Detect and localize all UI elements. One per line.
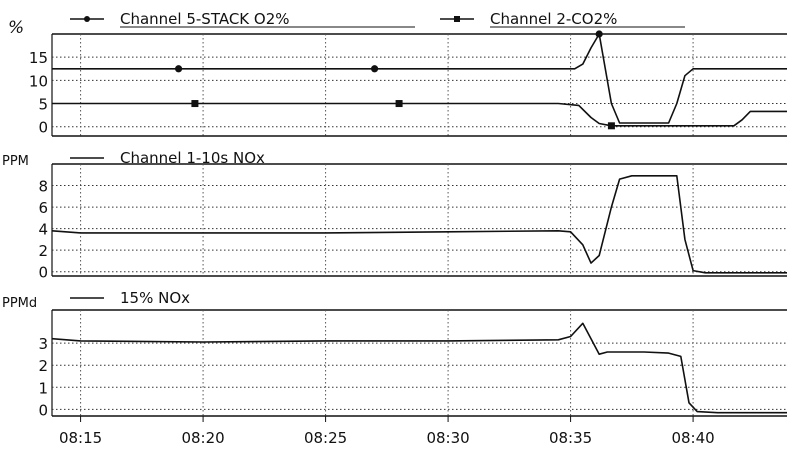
y-tick-label: 5: [38, 96, 48, 114]
y-tick-label: 4: [38, 221, 48, 239]
x-tick-label: 08:35: [549, 429, 592, 447]
panel-3: 0 1 2 3 PPMd 15% NOx: [2, 289, 787, 419]
x-tick-label: 08:20: [181, 429, 224, 447]
y-tick-label: 15: [29, 49, 48, 67]
panel-1: 0 5 10 15% Channel 5-STACK O2% Channel 2-CO2%: [8, 10, 787, 137]
x-tick-label: 08:15: [59, 429, 102, 447]
y-tick-label: 2: [38, 242, 48, 260]
y-tick-label: 0: [38, 264, 48, 282]
y-axis-label: PPM: [2, 154, 29, 169]
series-line: [51, 175, 787, 274]
series-marker: [174, 65, 183, 73]
series-marker: [395, 100, 403, 108]
series-marker: [191, 100, 199, 108]
series-line: [51, 322, 787, 414]
x-tick-label: 08:40: [671, 429, 714, 447]
y-tick-label: 6: [38, 199, 48, 217]
legend-marker: [84, 16, 90, 22]
y-tick-label: 2: [38, 357, 48, 375]
x-tick-label: 08:30: [426, 429, 469, 447]
legend-label: Channel 2-CO2%: [490, 10, 617, 28]
panel-2: 0 2 4 6 8 PPM Channel 1-10s NOx: [2, 149, 787, 282]
y-tick-label: 0: [38, 401, 48, 419]
x-axis: 08:15 08:20 08:25 08:30 08:35 08:40: [59, 416, 715, 447]
y-tick-label: 1: [38, 379, 48, 397]
series-marker: [607, 122, 615, 130]
legend-label: Channel 1-10s NOx: [120, 149, 265, 167]
series-line: [52, 102, 787, 127]
y-tick-label: 10: [29, 72, 48, 90]
legend-label: Channel 5-STACK O2%: [120, 10, 290, 28]
y-axis-label: PPMd: [2, 296, 37, 311]
y-tick-label: 8: [38, 178, 48, 196]
series-marker: [370, 65, 379, 73]
legend-label: 15% NOx: [120, 289, 190, 307]
series-line: [52, 33, 787, 124]
y-tick-label: 3: [38, 335, 48, 353]
y-axis-label: %: [8, 18, 24, 38]
series-marker: [595, 30, 603, 38]
x-tick-label: 08:25: [304, 429, 347, 447]
legend-marker: [454, 16, 460, 22]
y-tick-label: 0: [38, 119, 48, 137]
